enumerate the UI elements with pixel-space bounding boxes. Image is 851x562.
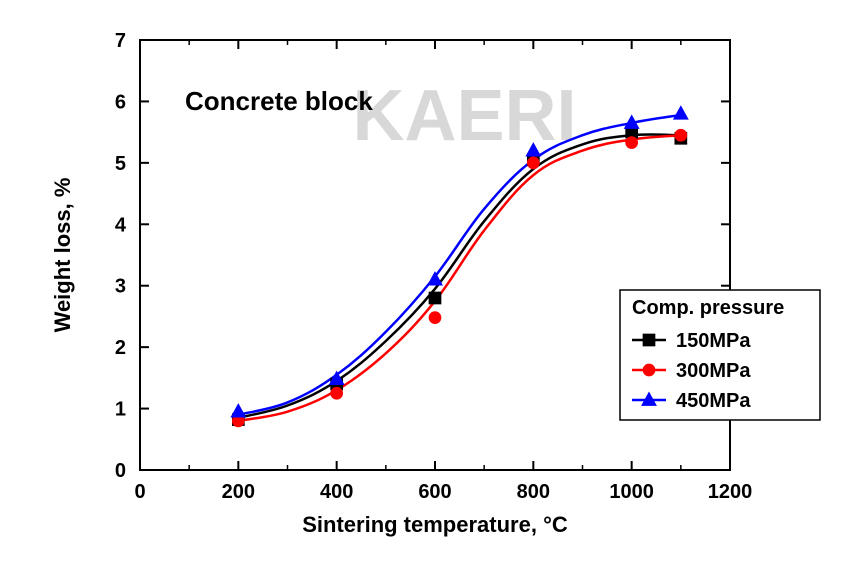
marker-square [429,292,441,304]
x-tick-label: 1000 [609,481,654,503]
plot-title: Concrete block [185,86,373,116]
legend-label: 300MPa [676,360,751,382]
x-tick-label: 200 [222,481,255,503]
y-tick-label: 0 [115,460,126,482]
y-axis-label: Weight loss, % [50,178,75,333]
marker-triangle [674,106,688,119]
watermark: KAERI [352,76,576,156]
y-tick-label: 1 [115,399,126,421]
marker-square [643,334,655,346]
x-tick-label: 600 [418,481,451,503]
x-axis-label: Sintering temperature, °C [302,512,568,537]
chart-container: KAERI 0 200 400 600 800 1000 1200 0 1 2 3 4 5 6 7 Concre… [0,0,851,562]
legend-label: 150MPa [676,330,751,352]
marker-circle [626,137,638,149]
marker-circle [527,157,539,169]
series-line [238,134,681,417]
y-tick-label: 2 [115,337,126,359]
y-tick-label: 7 [115,30,126,52]
marker-triangle [428,272,442,285]
marker-circle [675,129,687,141]
x-tick-label: 400 [320,481,353,503]
x-tick-label: 0 [134,481,145,503]
x-tick-label: 800 [517,481,550,503]
marker-circle [331,387,343,399]
y-tick-label: 5 [115,153,126,175]
marker-triangle [231,404,245,417]
legend-title: Comp. pressure [632,297,784,319]
series-line [238,135,681,421]
y-tick-label: 6 [115,91,126,113]
weight-loss-chart: KAERI 0 200 400 600 800 1000 1200 0 1 2 3 4 5 6 7 Concre… [0,0,851,562]
marker-circle [643,364,655,376]
x-tick-label: 1200 [708,481,753,503]
legend-label: 450MPa [676,390,751,412]
marker-circle [429,312,441,324]
y-tick-label: 4 [115,214,127,236]
y-tick-label: 3 [115,276,126,298]
